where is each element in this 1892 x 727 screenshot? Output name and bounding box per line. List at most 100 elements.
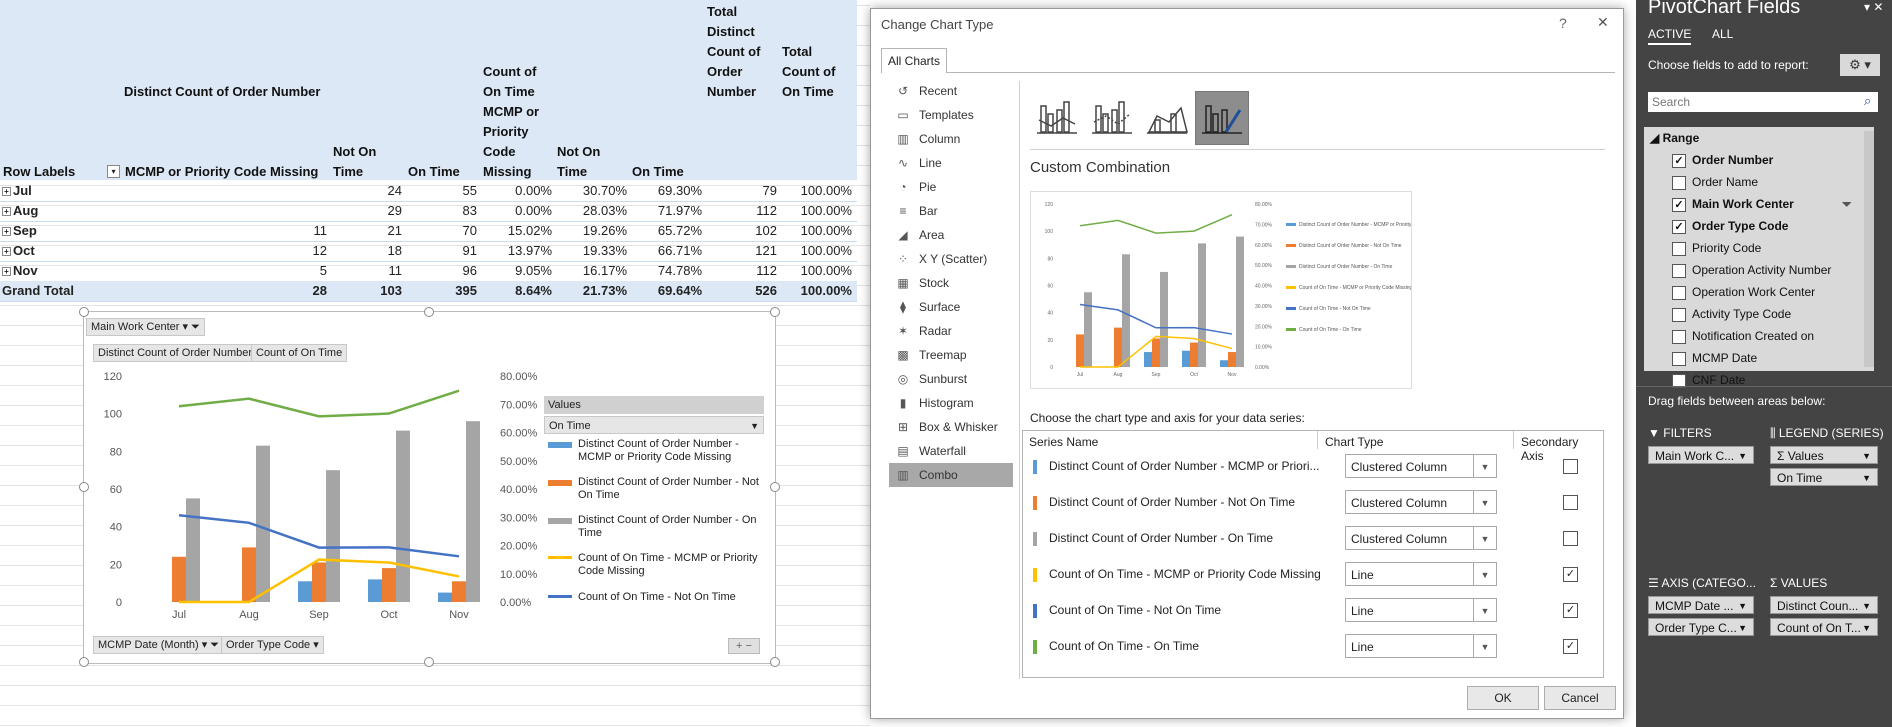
field-list[interactable]: ◢ Range ✓ Order Number Order Name ✓ Main Wor… <box>1644 127 1874 388</box>
cell-p-on[interactable]: 69.64% <box>657 283 702 298</box>
pivot-chart[interactable]: Main Work Center ▾ ⏷ Distinct Count of O… <box>83 311 776 664</box>
value-field-button-2[interactable]: Count of On Time <box>251 344 348 362</box>
cell-total-distinct[interactable]: 112 <box>756 203 777 218</box>
chart-type-dropdown[interactable]: Clustered Column ▼ <box>1345 526 1497 550</box>
row-label[interactable]: + Sep <box>2 221 37 241</box>
chart-category-waterfall[interactable]: ▤ Waterfall <box>889 439 1013 463</box>
field-checkbox[interactable] <box>1672 352 1686 366</box>
cell-total-distinct[interactable]: 102 <box>755 223 777 238</box>
secondary-axis-checkbox[interactable]: ✓ <box>1563 639 1578 654</box>
field-checkbox[interactable] <box>1672 176 1686 190</box>
expand-icon[interactable]: + <box>2 267 11 277</box>
cell-on-time[interactable]: 55 <box>462 183 477 198</box>
cell-p-mcmp[interactable]: 15.02% <box>507 223 552 238</box>
bar-oct-1[interactable] <box>382 568 396 602</box>
expand-collapse-buttons[interactable]: + − <box>728 638 760 654</box>
line-series-0[interactable] <box>179 558 460 604</box>
field-checkbox[interactable] <box>1672 264 1686 278</box>
resize-handle-sw[interactable] <box>79 657 89 667</box>
cell-p-mcmp[interactable]: 9.05% <box>515 263 552 278</box>
row-label[interactable]: + Jul <box>2 181 32 201</box>
cell-p-not[interactable]: 19.26% <box>582 223 627 238</box>
field-item[interactable]: CNF Date <box>1672 369 1745 391</box>
expand-icon[interactable]: + <box>2 227 11 237</box>
chart-category-sunburst[interactable]: ◎ Sunburst <box>889 367 1013 391</box>
cell-not-on-time[interactable]: 29 <box>387 203 402 218</box>
tab-active[interactable]: ACTIVE <box>1648 27 1692 45</box>
legend-item-values[interactable]: Σ Values ▼ <box>1770 446 1878 464</box>
resize-handle-nw[interactable] <box>79 307 89 317</box>
chart-category-radar[interactable]: ✶ Radar <box>889 319 1013 343</box>
close-icon[interactable]: ✕ <box>1597 14 1609 30</box>
cell-not-on-time[interactable]: 18 <box>387 243 402 258</box>
bar-nov-2[interactable] <box>466 421 480 602</box>
cell-on-time[interactable]: 395 <box>455 283 477 298</box>
table-row[interactable]: + Sep 11 21 70 15.02% 19.26% 65.72% 102 100.00% <box>0 221 857 242</box>
cell-p-mcmp[interactable]: 0.00% <box>515 203 552 218</box>
cell-p-not[interactable]: 30.70% <box>582 183 627 198</box>
field-item[interactable]: ✓ Order Type Code <box>1672 215 1788 237</box>
chart-category-line[interactable]: ∿ Line <box>889 151 1013 175</box>
filter-dropdown-icon[interactable]: ▾ <box>107 165 120 178</box>
resize-handle-ne[interactable] <box>770 307 780 317</box>
expand-icon[interactable]: + <box>2 187 11 197</box>
cell-p-not[interactable]: 28.03% <box>582 203 627 218</box>
cell-total-count[interactable]: 100.00% <box>800 283 852 298</box>
cell-not-on-time[interactable]: 11 <box>388 263 403 278</box>
bar-oct-0[interactable] <box>368 579 382 602</box>
cell-p-on[interactable]: 69.30% <box>657 183 702 198</box>
chart-category-pie[interactable]: ◔ Pie <box>889 175 1013 199</box>
grand-total-row[interactable]: Grand Total 28 103 395 8.64% 21.73% 69.64% 526 1… <box>0 281 857 302</box>
legend-filter-button[interactable]: On Time ▼ <box>544 416 764 434</box>
field-item[interactable]: Activity Type Code <box>1672 303 1791 325</box>
cell-p-on[interactable]: 74.78% <box>657 263 702 278</box>
cell-on-time[interactable]: 91 <box>462 243 477 258</box>
chart-category-stock[interactable]: ▦ Stock <box>889 271 1013 295</box>
cell-total-count[interactable]: 100.00% <box>800 243 852 258</box>
bar-sep-2[interactable] <box>326 470 340 602</box>
chart-category-surface[interactable]: ⧫ Surface <box>889 295 1013 319</box>
table-row[interactable]: + Jul 24 55 0.00% 30.70% 69.30% 79 100.00% <box>0 181 857 202</box>
table-row[interactable]: + Aug 29 83 0.00% 28.03% 71.97% 112 100.00% <box>0 201 857 222</box>
bar-oct-2[interactable] <box>396 430 410 602</box>
chart-category-templates[interactable]: ▭ Templates <box>889 103 1013 127</box>
cell-on-time[interactable]: 83 <box>462 203 477 218</box>
field-item[interactable]: Operation Activity Number <box>1672 259 1831 281</box>
field-checkbox[interactable]: ✓ <box>1672 220 1686 234</box>
bar-nov-1[interactable] <box>452 581 466 602</box>
secondary-axis-checkbox[interactable]: ✓ <box>1563 603 1578 618</box>
cell-total-count[interactable]: 100.00% <box>800 263 852 278</box>
field-checkbox[interactable] <box>1672 308 1686 322</box>
cell-total-count[interactable]: 100.00% <box>800 223 852 238</box>
field-item[interactable]: Order Name <box>1672 171 1758 193</box>
field-checkbox[interactable]: ✓ <box>1672 154 1686 168</box>
cell-total-count[interactable]: 100.00% <box>800 203 852 218</box>
legend-item-ontime[interactable]: On Time ▼ <box>1770 468 1878 486</box>
ok-button[interactable]: OK <box>1467 686 1539 710</box>
bar-jul-2[interactable] <box>186 498 200 602</box>
table-row[interactable]: + Nov 5 11 96 9.05% 16.17% 74.78% 112 100.00% <box>0 261 857 282</box>
cell-mcmp[interactable]: 12 <box>312 243 327 258</box>
chart-category-area[interactable]: ◢ Area <box>889 223 1013 247</box>
search-input[interactable]: Search <box>1648 92 1878 112</box>
chart-type-dropdown[interactable]: Clustered Column ▼ <box>1345 490 1497 514</box>
filter-field-button[interactable]: Main Work Center ▾ ⏷ <box>86 318 205 336</box>
secondary-axis-checkbox[interactable] <box>1563 459 1578 474</box>
axis-field-button-2[interactable]: Order Type Code ▾ <box>221 636 324 654</box>
chart-category-x-y-scatter-[interactable]: ⁘ X Y (Scatter) <box>889 247 1013 271</box>
table-range[interactable]: ◢ Range <box>1650 131 1700 145</box>
axis-field-button-1[interactable]: MCMP Date (Month) ▾ ⏷ <box>93 636 225 654</box>
resize-handle-n[interactable] <box>424 307 434 317</box>
cell-total-count[interactable]: 100.00% <box>800 183 852 198</box>
chart-type-dropdown[interactable]: Line ▼ <box>1345 634 1497 658</box>
line-series-1[interactable] <box>178 514 460 558</box>
table-row[interactable]: + Oct 12 18 91 13.97% 19.33% 66.71% 121 100.00% <box>0 241 857 262</box>
axis-item-1[interactable]: MCMP Date ... ▼ <box>1648 596 1754 614</box>
chart-type-dropdown[interactable]: Clustered Column ▼ <box>1345 454 1497 478</box>
tab-all[interactable]: ALL <box>1712 27 1734 41</box>
help-icon[interactable]: ? <box>1559 15 1567 31</box>
cell-mcmp[interactable]: 28 <box>312 283 327 298</box>
chart-category-treemap[interactable]: ▩ Treemap <box>889 343 1013 367</box>
field-item[interactable]: Notification Created on <box>1672 325 1814 347</box>
cell-p-not[interactable]: 16.17% <box>582 263 627 278</box>
